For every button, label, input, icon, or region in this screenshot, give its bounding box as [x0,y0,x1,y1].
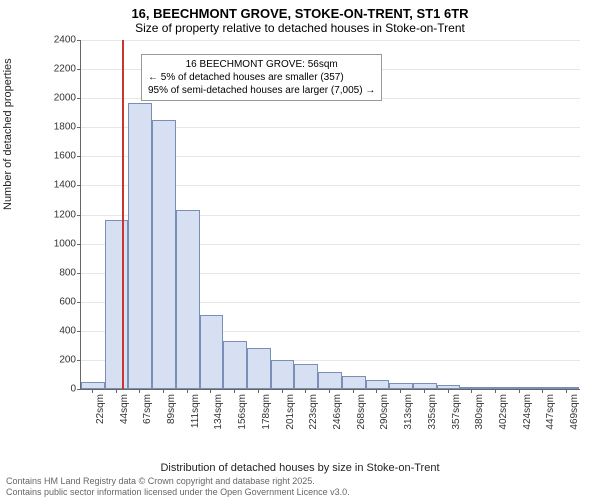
x-tick-mark [495,389,496,393]
histogram-bar [105,220,129,389]
chart-container: 16, BEECHMONT GROVE, STOKE-ON-TRENT, ST1… [0,0,600,500]
x-tick-label: 223sqm [308,394,319,430]
y-tick-mark [77,244,81,245]
y-tick-label: 200 [36,354,76,365]
x-tick-label: 402sqm [498,394,509,430]
x-axis-label: Distribution of detached houses by size … [0,462,600,474]
x-tick-mark [139,389,140,393]
marker-line [122,40,124,389]
y-axis-label: Number of detached properties [2,58,14,210]
x-tick-mark [305,389,306,393]
chart-area: 16 BEECHMONT GROVE: 56sqm ← 5% of detach… [50,40,580,430]
x-tick-label: 447sqm [545,394,556,430]
y-tick-mark [77,215,81,216]
x-tick-mark [519,389,520,393]
y-tick-mark [77,69,81,70]
x-tick-mark [234,389,235,393]
y-tick-label: 1600 [36,151,76,162]
y-tick-mark [77,185,81,186]
x-tick-label: 380sqm [474,394,485,430]
x-tick-label: 22sqm [95,394,106,424]
x-tick-mark [187,389,188,393]
x-tick-mark [424,389,425,393]
histogram-bar [176,210,200,389]
plot-area: 16 BEECHMONT GROVE: 56sqm ← 5% of detach… [80,40,580,390]
x-tick-mark [542,389,543,393]
annotation-line3: 95% of semi-detached houses are larger (… [148,84,375,97]
histogram-bar [366,380,390,389]
y-tick-label: 1400 [36,180,76,191]
x-tick-mark [116,389,117,393]
y-tick-mark [77,273,81,274]
y-tick-mark [77,360,81,361]
x-tick-label: 201sqm [285,394,296,430]
x-tick-label: 89sqm [166,394,177,424]
y-tick-mark [77,302,81,303]
histogram-bar [200,315,224,389]
histogram-bar [413,383,437,389]
x-tick-label: 313sqm [403,394,414,430]
annotation-box: 16 BEECHMONT GROVE: 56sqm ← 5% of detach… [141,54,382,101]
histogram-bar [247,348,271,389]
histogram-bar [318,372,342,389]
footer-line1: Contains HM Land Registry data © Crown c… [6,476,350,487]
y-tick-label: 0 [36,384,76,395]
chart-title-sub: Size of property relative to detached ho… [0,21,600,37]
y-tick-label: 2400 [36,35,76,46]
x-tick-label: 156sqm [237,394,248,430]
histogram-bar [152,120,176,389]
y-tick-mark [77,98,81,99]
y-tick-label: 2200 [36,64,76,75]
x-tick-mark [353,389,354,393]
x-tick-label: 134sqm [213,394,224,430]
x-tick-label: 44sqm [119,394,130,424]
histogram-bar [271,360,295,389]
x-tick-mark [329,389,330,393]
x-tick-mark [258,389,259,393]
y-tick-label: 400 [36,325,76,336]
x-tick-mark [448,389,449,393]
x-tick-mark [92,389,93,393]
histogram-bar [342,376,366,389]
grid-line [81,40,580,41]
x-tick-mark [210,389,211,393]
x-tick-label: 335sqm [427,394,438,430]
x-tick-mark [376,389,377,393]
y-tick-mark [77,127,81,128]
x-tick-label: 111sqm [190,394,201,428]
y-tick-label: 800 [36,267,76,278]
y-tick-mark [77,156,81,157]
x-tick-mark [566,389,567,393]
x-tick-mark [163,389,164,393]
x-tick-mark [400,389,401,393]
y-tick-mark [77,40,81,41]
annotation-line2: ← 5% of detached houses are smaller (357… [148,71,375,84]
x-tick-label: 290sqm [379,394,390,430]
x-tick-mark [471,389,472,393]
x-tick-mark [282,389,283,393]
x-tick-label: 246sqm [332,394,343,430]
x-tick-label: 268sqm [356,394,367,430]
y-tick-mark [77,389,81,390]
y-tick-mark [77,331,81,332]
x-tick-label: 357sqm [451,394,462,430]
histogram-bar [81,382,105,389]
x-tick-label: 67sqm [142,394,153,424]
histogram-bar [294,364,318,389]
y-tick-label: 1200 [36,209,76,220]
y-tick-label: 600 [36,296,76,307]
x-tick-label: 469sqm [569,394,580,430]
y-tick-label: 1000 [36,238,76,249]
x-tick-label: 178sqm [261,394,272,430]
y-tick-label: 2000 [36,93,76,104]
footer-line2: Contains public sector information licen… [6,487,350,498]
chart-title-main: 16, BEECHMONT GROVE, STOKE-ON-TRENT, ST1… [0,0,600,21]
y-tick-label: 1800 [36,122,76,133]
annotation-line1: 16 BEECHMONT GROVE: 56sqm [148,58,375,71]
x-tick-label: 424sqm [522,394,533,430]
histogram-bar [223,341,247,389]
footer: Contains HM Land Registry data © Crown c… [6,476,350,498]
histogram-bar [128,103,152,389]
